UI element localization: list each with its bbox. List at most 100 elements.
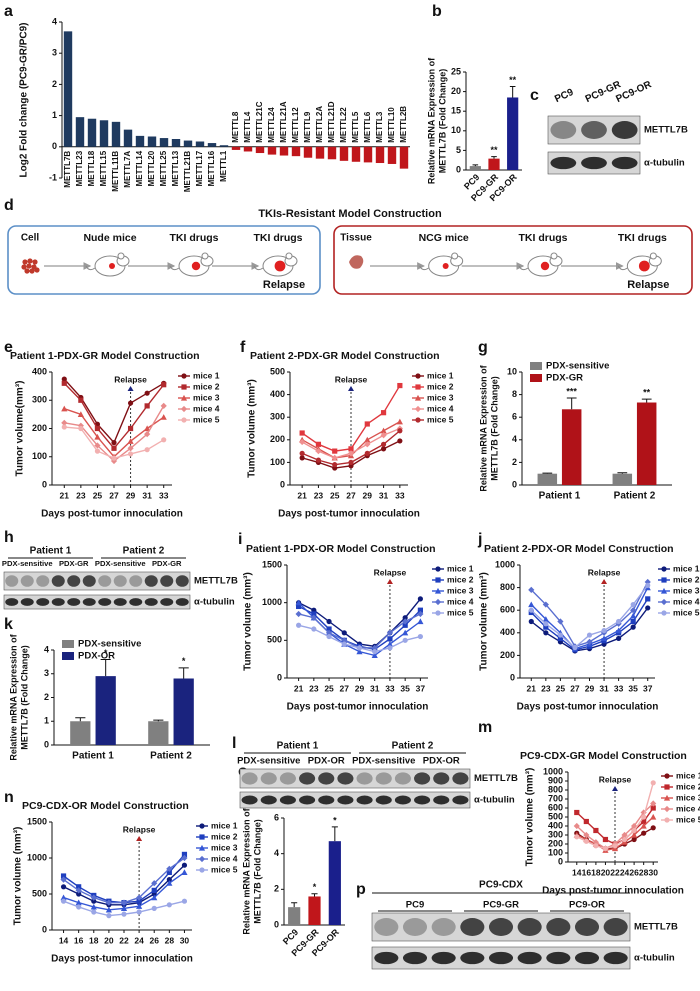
point xyxy=(661,610,667,616)
blot-band xyxy=(581,156,607,170)
x-tick-label: 30 xyxy=(180,935,190,945)
point xyxy=(77,411,84,417)
legend-label: mice 3 xyxy=(193,392,220,402)
point xyxy=(528,601,535,608)
legend-label: mice 4 xyxy=(447,596,474,606)
x-tick-label: Patient 2 xyxy=(150,751,192,762)
y-axis-label: Tumor volume (mm³) xyxy=(247,379,258,478)
y-axis-label: Tumor volume (mm³) xyxy=(479,572,490,671)
blot-band xyxy=(402,918,428,936)
error-bar xyxy=(542,472,553,474)
bar xyxy=(147,136,157,147)
error-bar xyxy=(509,86,516,98)
mouse-ear xyxy=(550,252,558,260)
x-tick-label: 25 xyxy=(330,490,340,500)
blot-band xyxy=(36,575,50,587)
panel-letter: h xyxy=(4,529,14,546)
x-tick-label: 24 xyxy=(620,867,630,877)
legend-label: mice 1 xyxy=(673,563,700,573)
blot-band xyxy=(374,918,399,936)
point xyxy=(386,641,394,647)
x-tick-label: METTL10 xyxy=(387,107,396,143)
point xyxy=(528,618,534,625)
point xyxy=(326,633,332,640)
point xyxy=(181,373,187,379)
x-tick-label: 30 xyxy=(648,867,658,877)
x-tick-label: 26 xyxy=(629,867,639,877)
blot-band xyxy=(260,795,277,805)
point xyxy=(341,641,347,647)
bar xyxy=(219,145,229,147)
mouse-tail xyxy=(518,265,529,271)
point xyxy=(120,905,128,911)
bar xyxy=(507,97,519,170)
blot-band xyxy=(5,598,19,606)
legend-label: mice 3 xyxy=(673,585,700,595)
point xyxy=(299,438,306,446)
point xyxy=(415,417,421,423)
y-tick-label: 0 xyxy=(277,672,282,682)
x-tick-label: METTL6 xyxy=(363,111,372,143)
blot-membrane xyxy=(3,594,191,610)
point xyxy=(402,618,409,625)
y-tick-label: 1500 xyxy=(27,816,47,826)
annotation-arrow xyxy=(136,836,143,841)
error-bar xyxy=(641,398,652,403)
point xyxy=(60,894,67,901)
x-tick-label: 37 xyxy=(416,683,426,693)
blot-band xyxy=(129,598,143,606)
blot-band xyxy=(175,575,189,587)
blot-row-label: METTL7B xyxy=(634,922,678,933)
point xyxy=(600,635,608,642)
panel-letter: i xyxy=(238,531,242,548)
x-tick-label: METTL8 xyxy=(231,111,240,143)
y-tick-label: 15 xyxy=(451,106,461,116)
point xyxy=(372,649,378,655)
blot-band xyxy=(402,951,428,965)
model-box xyxy=(333,225,693,295)
cell-icon xyxy=(34,267,40,273)
x-tick-label: 14 xyxy=(572,867,582,877)
blot-row-label: METTL7B xyxy=(474,773,518,784)
significance: * xyxy=(333,815,337,825)
legend-label: mice 1 xyxy=(676,770,700,780)
legend-label: mice 1 xyxy=(193,370,220,380)
y-tick-label: 2 xyxy=(274,884,279,894)
point xyxy=(311,611,317,617)
bar xyxy=(148,721,169,745)
bar xyxy=(63,31,73,147)
point xyxy=(181,384,187,390)
x-tick-label: 28 xyxy=(639,867,649,877)
bar xyxy=(308,896,321,925)
point xyxy=(650,805,656,811)
x-tick-label: 21 xyxy=(527,683,537,693)
y-tick-label: -1 xyxy=(49,172,57,182)
x-tick-label: METTL3 xyxy=(375,111,384,143)
x-tick-label: 35 xyxy=(628,683,638,693)
legend-swatch xyxy=(62,640,74,648)
point xyxy=(166,865,173,872)
x-tick-label: METTL5 xyxy=(351,111,360,143)
blot-band xyxy=(356,795,373,805)
error-bar xyxy=(75,717,86,722)
blot-band xyxy=(241,795,258,805)
blot-band xyxy=(603,918,628,936)
blot-band xyxy=(144,598,158,606)
lane-label: PDX-sensitive xyxy=(237,756,300,767)
y-tick-label: 0 xyxy=(274,919,279,929)
point xyxy=(77,422,84,429)
y-tick-label: 1 xyxy=(52,110,57,120)
point xyxy=(76,891,82,897)
blot-row-label: α-tubulin xyxy=(194,597,235,608)
point xyxy=(414,405,422,413)
point xyxy=(542,601,549,608)
legend-label: mice 2 xyxy=(447,574,474,584)
x-tick-label: 27 xyxy=(109,490,119,500)
y-axis-label: METTL7B (Fold Change) xyxy=(19,645,29,750)
y-tick-label: 1 xyxy=(44,716,49,726)
point xyxy=(630,601,636,608)
point xyxy=(601,627,607,634)
legend-label: mice 5 xyxy=(427,414,454,424)
point xyxy=(75,899,82,906)
point xyxy=(78,397,84,403)
